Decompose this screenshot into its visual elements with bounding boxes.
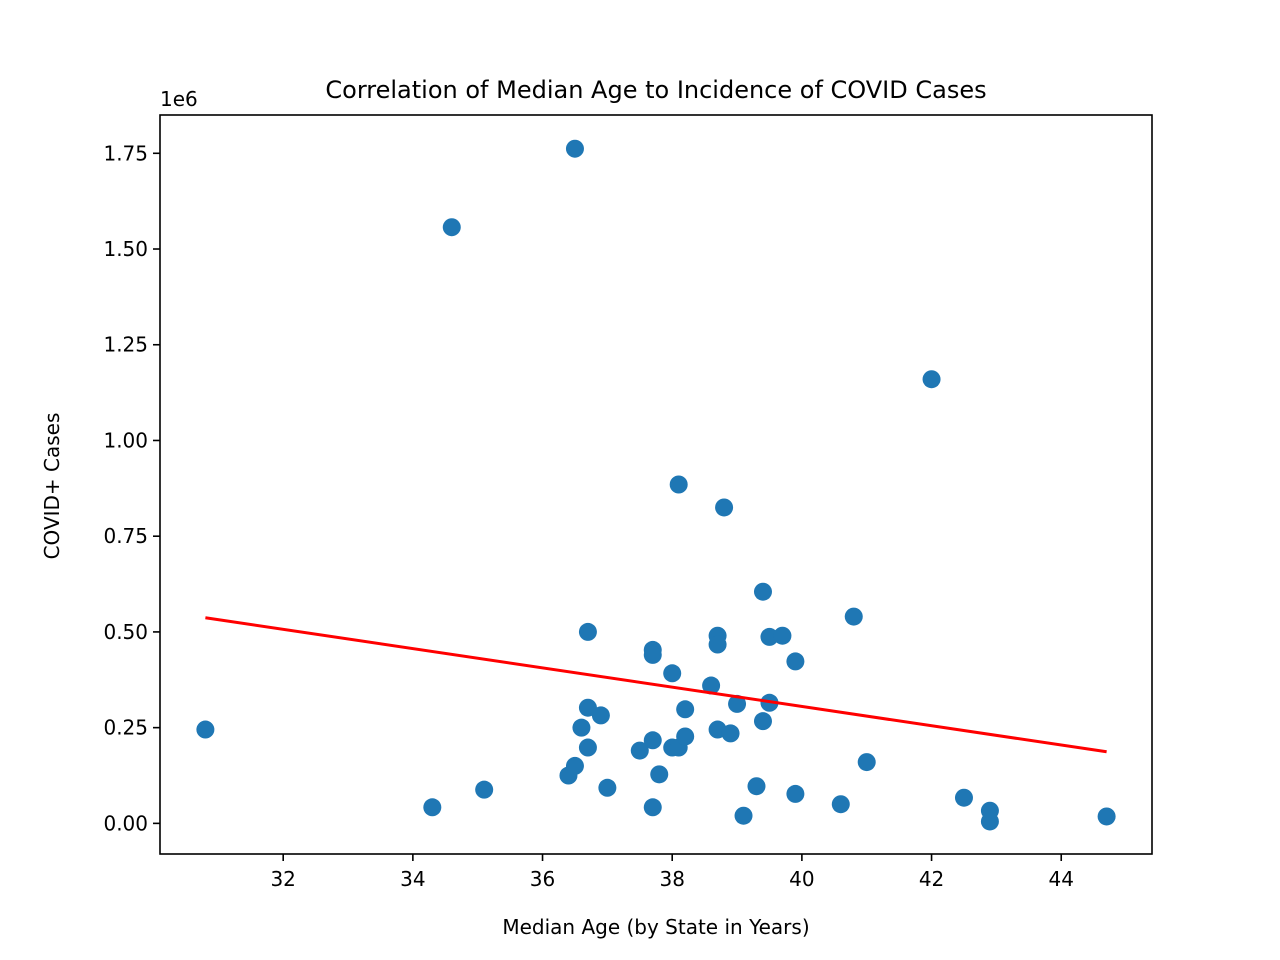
- x-axis: 32 34 36 38 40 42 44: [270, 854, 1074, 891]
- x-tick-label: 44: [1049, 867, 1074, 891]
- data-point: [773, 626, 792, 645]
- data-point: [708, 635, 727, 654]
- y-tick-label: 0.25: [103, 716, 148, 740]
- data-point: [643, 731, 662, 750]
- data-point: [715, 498, 734, 517]
- data-point: [702, 676, 721, 695]
- y-tick-label: 1.00: [103, 428, 148, 452]
- data-point: [565, 139, 584, 158]
- data-point: [922, 370, 941, 389]
- x-tick-label: 38: [659, 867, 684, 891]
- y-tick-label: 0.00: [103, 811, 148, 835]
- data-point: [565, 756, 584, 775]
- data-point: [786, 652, 805, 671]
- data-point: [578, 698, 597, 717]
- data-point: [630, 741, 649, 760]
- data-point: [844, 607, 863, 626]
- data-point: [857, 753, 876, 772]
- y-axis-label: COVID+ Cases: [40, 413, 64, 560]
- data-point: [747, 777, 766, 796]
- y-offset-label: 1e6: [160, 87, 198, 111]
- x-tick-label: 42: [919, 867, 944, 891]
- data-point: [650, 765, 669, 784]
- data-point: [578, 738, 597, 757]
- y-tick-label: 1.75: [103, 141, 148, 165]
- chart-title: Correlation of Median Age to Incidence o…: [325, 76, 986, 104]
- x-tick-label: 36: [530, 867, 555, 891]
- x-axis-label: Median Age (by State in Years): [502, 915, 809, 939]
- data-point: [442, 218, 461, 237]
- data-point: [475, 780, 494, 799]
- axes-frame: [159, 114, 1153, 855]
- data-point: [954, 788, 973, 807]
- data-point: [643, 798, 662, 817]
- data-point: [669, 475, 688, 494]
- data-point: [643, 645, 662, 664]
- data-point: [1097, 807, 1116, 826]
- data-point: [578, 622, 597, 641]
- x-tick-label: 40: [789, 867, 814, 891]
- data-point: [753, 712, 772, 731]
- data-point: [734, 806, 753, 825]
- x-tick-label: 32: [270, 867, 295, 891]
- data-point: [728, 694, 747, 713]
- y-tick-label: 0.75: [103, 524, 148, 548]
- regression-line: [205, 616, 1107, 754]
- data-point: [753, 582, 772, 601]
- data-point: [760, 627, 779, 646]
- data-point: [572, 718, 591, 737]
- data-point: [196, 720, 215, 739]
- data-point: [663, 664, 682, 683]
- data-point: [831, 795, 850, 814]
- y-axis: 0.00 0.25 0.50 0.75 1.00 1.25 1.50 1.75: [103, 141, 160, 835]
- y-tick-label: 1.25: [103, 333, 148, 357]
- data-point: [591, 706, 610, 725]
- data-point: [676, 727, 695, 746]
- y-tick-label: 0.50: [103, 620, 148, 644]
- y-tick-label: 1.50: [103, 237, 148, 261]
- data-point: [980, 812, 999, 831]
- data-point: [423, 798, 442, 817]
- data-point: [676, 700, 695, 719]
- data-point: [598, 778, 617, 797]
- data-point: [721, 724, 740, 743]
- x-tick-label: 34: [400, 867, 425, 891]
- data-point: [786, 784, 805, 803]
